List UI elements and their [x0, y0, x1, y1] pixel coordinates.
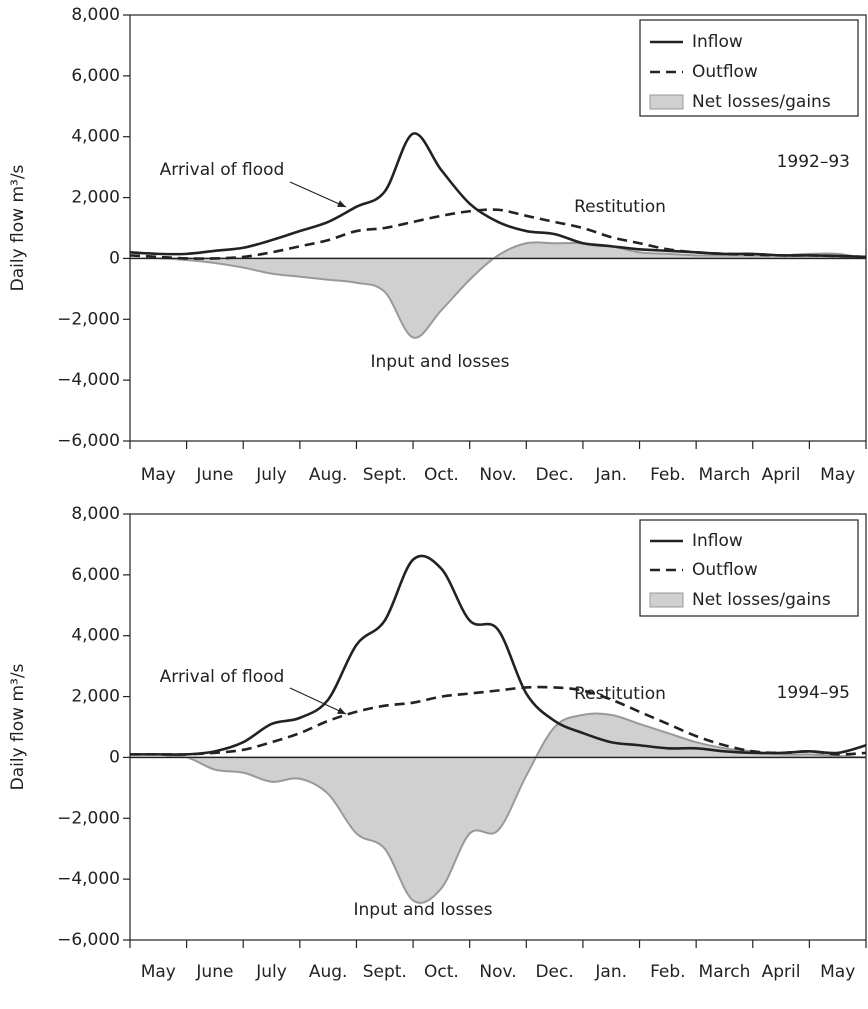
arrow-head	[337, 200, 346, 207]
y-tick-label: 4,000	[71, 127, 120, 147]
x-tick-label: Feb.	[650, 465, 686, 485]
x-tick-label: March	[699, 962, 751, 982]
y-tick-label: 2,000	[71, 687, 120, 707]
y-tick-label: −4,000	[57, 370, 120, 390]
y-tick-label: −6,000	[57, 930, 120, 950]
annotation-arrow	[289, 181, 347, 208]
net-area	[129, 241, 867, 339]
legend-label: Net losses/gains	[692, 92, 831, 112]
y-tick-label: −2,000	[57, 808, 120, 828]
y-tick-label: 6,000	[71, 66, 120, 86]
x-tick-label: April	[762, 465, 801, 485]
y-axis-label: Daily flow m³/s	[8, 663, 28, 790]
chart: −6,000 −4,000 −2,000 0 2,000 4,000 6,000 8,000 M…	[8, 504, 867, 982]
x-tick-label: June	[195, 962, 233, 982]
flow-line	[129, 208, 867, 260]
y-axis-label: Daily flow m³/s	[8, 164, 28, 291]
y-tick-label: −6,000	[57, 431, 120, 451]
plot-frame	[129, 14, 867, 442]
y-tick-label: −4,000	[57, 869, 120, 889]
x-tick-label: Dec.	[535, 962, 573, 982]
flow-line	[130, 685, 867, 756]
annotation: Restitution	[574, 684, 666, 704]
plot-frame	[129, 513, 867, 941]
x-tick-label: Nov.	[479, 962, 516, 982]
x-tick-label: July	[255, 465, 287, 485]
annotation: 1994–95	[777, 683, 850, 703]
y-tick-label: 2,000	[71, 188, 120, 208]
x-tick-label: Dec.	[535, 465, 573, 485]
annotation: Arrival of flood	[160, 160, 285, 180]
y-tick-label: 4,000	[71, 626, 120, 646]
chart: −6,000 −4,000 −2,000 0 2,000 4,000 6,000 8,000 M…	[8, 5, 867, 485]
legend-label: Net losses/gains	[692, 590, 831, 610]
x-tick-label: May	[141, 465, 176, 485]
y-tick-label: 8,000	[71, 5, 120, 25]
x-tick-label: Oct.	[424, 465, 459, 485]
x-tick-label: Sept.	[363, 465, 407, 485]
annotation: Arrival of flood	[160, 667, 285, 687]
net-area	[129, 712, 867, 904]
x-tick-label: May	[820, 962, 855, 982]
y-tick-label: 8,000	[71, 504, 120, 524]
x-tick-label: May	[141, 962, 176, 982]
x-tick-label: Sept.	[363, 962, 407, 982]
annotation: Input and losses	[371, 352, 510, 372]
y-tick-label: 6,000	[71, 565, 120, 585]
legend-label: Inflow	[692, 32, 743, 52]
flow-line	[130, 554, 867, 756]
annotation: Restitution	[574, 197, 666, 217]
y-tick-label: 0	[109, 248, 120, 268]
x-tick-label: April	[762, 962, 801, 982]
legend-label: Outflow	[692, 62, 758, 82]
flow-line	[129, 132, 867, 259]
x-tick-label: Feb.	[650, 962, 686, 982]
x-tick-label: Jan.	[594, 962, 627, 982]
annotation: Input and losses	[354, 900, 493, 920]
arrow-head	[337, 707, 346, 714]
x-tick-label: Jan.	[594, 465, 627, 485]
x-tick-label: Nov.	[479, 465, 516, 485]
annotation: 1992–93	[777, 152, 850, 172]
legend-swatch	[649, 592, 684, 608]
x-tick-label: March	[699, 465, 751, 485]
x-tick-label: June	[195, 465, 233, 485]
x-tick-label: Oct.	[424, 962, 459, 982]
x-tick-label: May	[820, 465, 855, 485]
legend-swatch	[649, 94, 684, 110]
y-tick-label: −2,000	[57, 309, 120, 329]
legend-label: Outflow	[692, 560, 758, 580]
x-tick-label: Aug.	[309, 465, 348, 485]
x-tick-label: Aug.	[309, 962, 348, 982]
legend-label: Inflow	[692, 531, 743, 551]
y-tick-label: 0	[109, 747, 120, 767]
annotation-arrow	[289, 687, 347, 715]
x-tick-label: July	[255, 962, 287, 982]
